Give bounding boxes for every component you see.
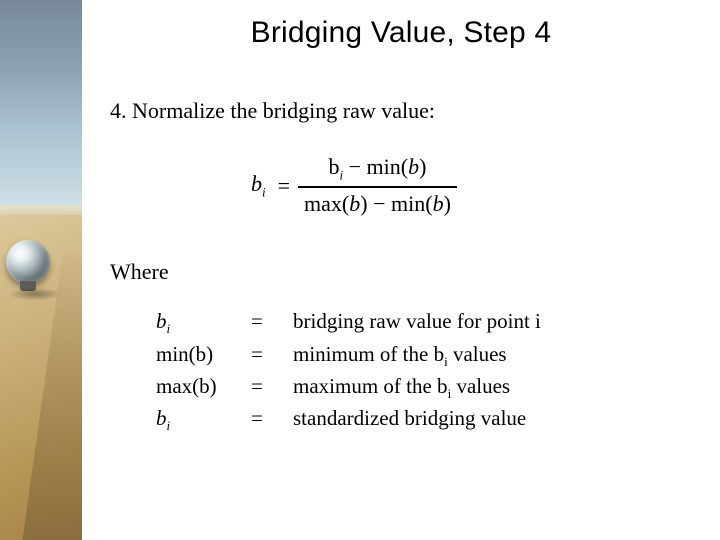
sky-region bbox=[0, 0, 82, 210]
table-row: bi = bridging raw value for point i bbox=[156, 307, 541, 339]
def-symbol: min(b) bbox=[156, 340, 251, 372]
def-description: maximum of the bi values bbox=[293, 372, 541, 404]
decorative-left-image bbox=[0, 0, 82, 540]
formula-lhs: bi bbox=[251, 171, 266, 200]
normalization-formula: bi = bi − min(b) max(b) − min(b) bbox=[251, 154, 551, 217]
table-row: max(b) = maximum of the bi values bbox=[156, 372, 541, 404]
sym-sub: i bbox=[167, 418, 171, 433]
def-description: bridging raw value for point i bbox=[293, 307, 541, 339]
num-min-close: ) bbox=[419, 154, 426, 179]
def-equals: = bbox=[251, 340, 293, 372]
num-min-arg: b bbox=[408, 154, 419, 179]
def-equals: = bbox=[251, 404, 293, 436]
den-max-open: max( bbox=[304, 191, 349, 216]
desc-post: values bbox=[448, 342, 507, 366]
sym-main: min(b) bbox=[156, 342, 213, 366]
def-description: standardized bridging value bbox=[293, 404, 541, 436]
def-symbol: bi bbox=[156, 307, 251, 339]
table-row: bi = standardized bridging value bbox=[156, 404, 541, 436]
num-minus: − bbox=[343, 154, 366, 179]
lightbulb-icon bbox=[6, 240, 50, 284]
desc-pre: minimum of the b bbox=[293, 342, 444, 366]
content-area: Bridging Value, Step 4 4. Normalize the … bbox=[82, 0, 720, 540]
desc-post: values bbox=[451, 374, 510, 398]
sym-main: b bbox=[156, 309, 167, 333]
den-max-close: ) bbox=[360, 191, 367, 216]
slide: Bridging Value, Step 4 4. Normalize the … bbox=[0, 0, 720, 540]
sym-main: b bbox=[156, 406, 167, 430]
den-max-arg: b bbox=[349, 191, 360, 216]
formula-fraction: bi − min(b) max(b) − min(b) bbox=[298, 154, 457, 217]
den-min-open: min( bbox=[391, 191, 433, 216]
step-description: 4. Normalize the bridging raw value: bbox=[110, 98, 720, 124]
def-symbol: max(b) bbox=[156, 372, 251, 404]
den-minus: − bbox=[368, 191, 391, 216]
num-bi-b: b bbox=[329, 154, 340, 179]
equals-sign: = bbox=[278, 173, 290, 199]
def-equals: = bbox=[251, 372, 293, 404]
sym-sub: i bbox=[167, 322, 171, 337]
table-row: min(b) = minimum of the bi values bbox=[156, 340, 541, 372]
lhs-var: b bbox=[251, 171, 262, 196]
definitions-table: bi = bridging raw value for point i min(… bbox=[156, 307, 541, 436]
num-min-open: min( bbox=[367, 154, 409, 179]
lhs-sub: i bbox=[262, 184, 266, 199]
desc-pre: maximum of the b bbox=[293, 374, 448, 398]
def-description: minimum of the bi values bbox=[293, 340, 541, 372]
sym-main: max(b) bbox=[156, 374, 217, 398]
def-equals: = bbox=[251, 307, 293, 339]
lightbulb-shadow bbox=[10, 288, 60, 300]
where-label: Where bbox=[110, 259, 720, 285]
den-min-close: ) bbox=[444, 191, 451, 216]
formula-denominator: max(b) − min(b) bbox=[298, 188, 457, 217]
formula-numerator: bi − min(b) bbox=[298, 154, 457, 188]
def-symbol: bi bbox=[156, 404, 251, 436]
den-min-arg: b bbox=[433, 191, 444, 216]
page-title: Bridging Value, Step 4 bbox=[82, 16, 720, 50]
